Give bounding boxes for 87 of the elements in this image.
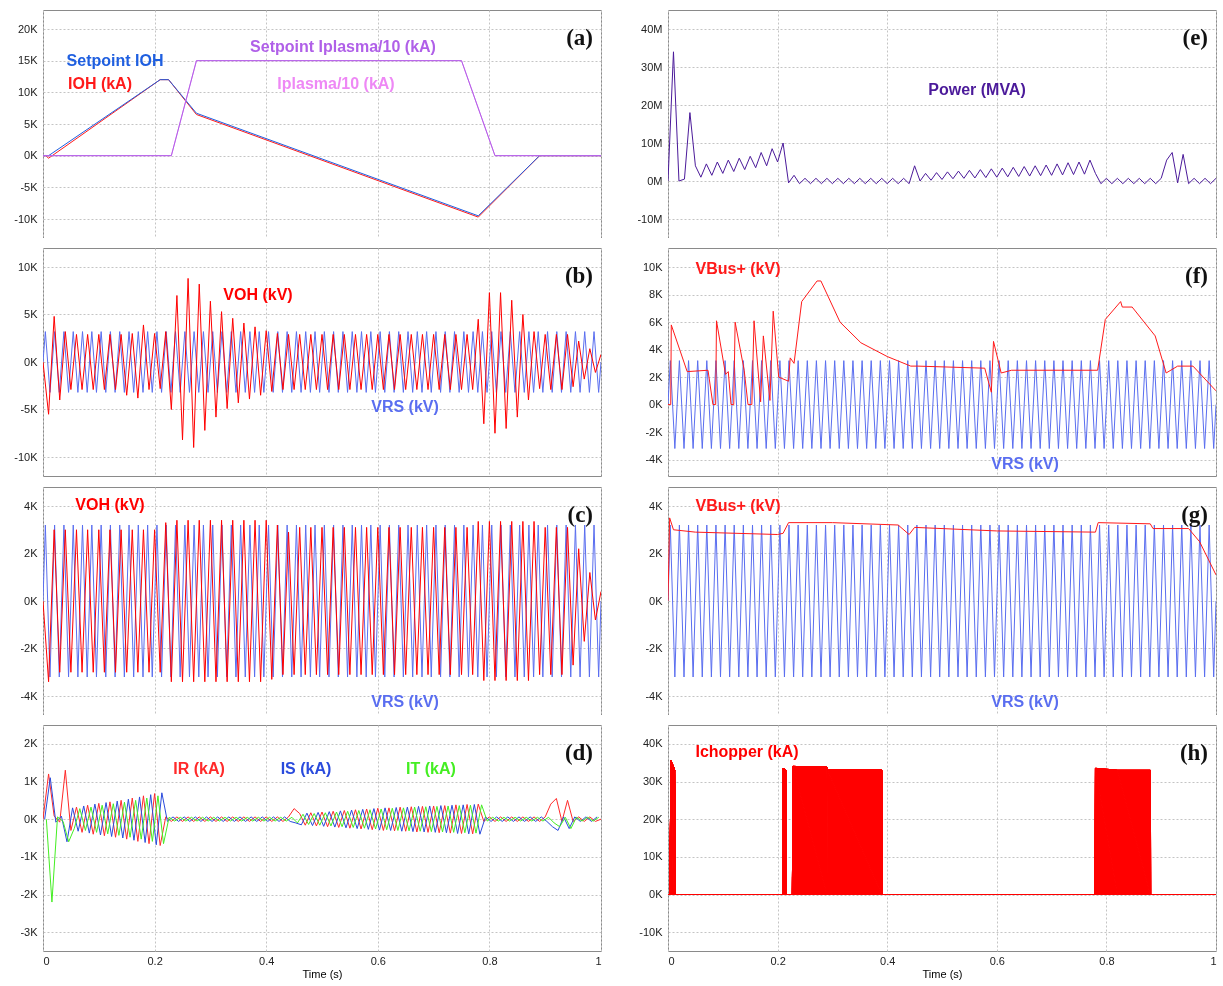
series-label: VRS (kV) (991, 455, 1059, 472)
text: (h) (1179, 740, 1208, 765)
y-tick-label: 0K (649, 888, 664, 900)
x-tick-label: 0.6 (370, 954, 386, 967)
y-tick-label: 8K (649, 288, 664, 301)
y-tick-label: -10K (14, 212, 39, 225)
series-label: IT (kA) (406, 760, 456, 777)
y-tick-label: -10K (639, 925, 664, 938)
y-tick-label: 10K (17, 85, 39, 98)
series-label: VOH (kV) (75, 496, 145, 513)
series-label: VBus+ (kV) (695, 497, 781, 514)
y-tick-label: -2K (20, 888, 39, 900)
text: Power (MVA) (928, 81, 1026, 98)
y-tick-label: 15K (17, 54, 39, 67)
y-tick-label: -5K (20, 403, 39, 415)
y-tick-label: -1K (20, 850, 39, 863)
y-tick-label: 40K (642, 737, 664, 750)
y-tick-label: -2K (645, 642, 664, 654)
y-tick-label: 40M (641, 22, 663, 35)
y-tick-label: 0K (649, 398, 664, 411)
y-tick-label: 10K (642, 850, 664, 863)
series-label: VRS (kV) (991, 693, 1059, 710)
y-tick-label: -2K (645, 425, 664, 438)
x-axis-title: Time (s) (302, 967, 343, 980)
x-tick-label: 0 (668, 954, 675, 967)
x-tick-label: 1 (1210, 954, 1217, 967)
y-tick-label: 4K (649, 499, 664, 512)
y-tick-label: 2K (649, 547, 664, 559)
y-tick-label: 30K (642, 775, 664, 787)
y-tick-label: -4K (645, 689, 664, 702)
y-tick-label: 0K (24, 594, 39, 607)
x-tick-label: 0.8 (1099, 954, 1115, 967)
series-label: IR (kA) (173, 760, 225, 777)
x-tick-label: 0.4 (880, 954, 896, 967)
y-tick-label: -4K (645, 453, 664, 466)
text: (e) (1182, 25, 1208, 50)
y-tick-label: 20K (17, 22, 39, 35)
series-label: IOH (kA) (68, 75, 132, 92)
x-tick-label: 0.2 (147, 954, 163, 967)
text: (b) (564, 263, 593, 288)
text: (f) (1185, 263, 1208, 288)
y-tick-label: 0M (647, 174, 663, 187)
series-label: Iplasma/10 (kA) (277, 75, 395, 92)
y-tick-label: -10K (14, 450, 39, 463)
y-tick-label: -2K (20, 642, 39, 654)
y-tick-label: -4K (20, 689, 39, 702)
x-tick-label: 0.4 (259, 954, 275, 967)
y-tick-label: -5K (20, 180, 39, 193)
y-tick-label: 2K (24, 547, 39, 559)
series-label: VRS (kV) (371, 398, 439, 415)
series-label: VOH (kV) (223, 286, 293, 303)
y-tick-label: 0K (649, 594, 664, 607)
series-label: VBus+ (kV) (695, 260, 781, 277)
y-tick-label: 20M (641, 98, 663, 111)
y-tick-label: 5K (24, 308, 39, 320)
y-tick-label: 10M (641, 136, 663, 149)
y-tick-label: -10M (637, 212, 663, 225)
y-tick-label: -3K (20, 925, 39, 938)
text: (a) (566, 25, 593, 50)
y-tick-label: 0K (24, 149, 39, 162)
series-label: Setpoint IOH (66, 52, 164, 69)
x-tick-label: 0.2 (770, 954, 786, 967)
y-tick-label: 10K (642, 260, 664, 273)
y-tick-label: 20K (642, 812, 664, 825)
y-tick-label: 5K (24, 117, 39, 130)
text: (d) (564, 740, 593, 765)
y-tick-label: 30M (641, 60, 663, 73)
x-axis-title: Time (s) (922, 967, 963, 980)
series-label: Ichopper (kA) (695, 743, 799, 760)
series-label: VRS (kV) (371, 693, 439, 710)
y-tick-label: 2K (649, 370, 664, 383)
text: (c) (567, 502, 593, 527)
x-tick-label: 0.6 (989, 954, 1005, 967)
y-tick-label: 0K (24, 355, 39, 368)
x-tick-label: 0 (43, 954, 50, 967)
series-label: Setpoint Iplasma/10 (kA) (250, 38, 436, 55)
y-tick-label: 4K (649, 343, 664, 356)
y-tick-label: 0K (24, 812, 39, 825)
x-tick-label: 0.8 (482, 954, 498, 967)
y-tick-label: 6K (649, 315, 664, 328)
text: IS (kA) (280, 760, 332, 777)
y-tick-label: 2K (24, 737, 39, 750)
y-tick-label: 10K (17, 260, 39, 273)
text: (g) (1181, 502, 1208, 527)
y-tick-label: 1K (24, 775, 39, 787)
x-tick-label: 1 (595, 954, 602, 967)
y-tick-label: 4K (24, 499, 39, 512)
